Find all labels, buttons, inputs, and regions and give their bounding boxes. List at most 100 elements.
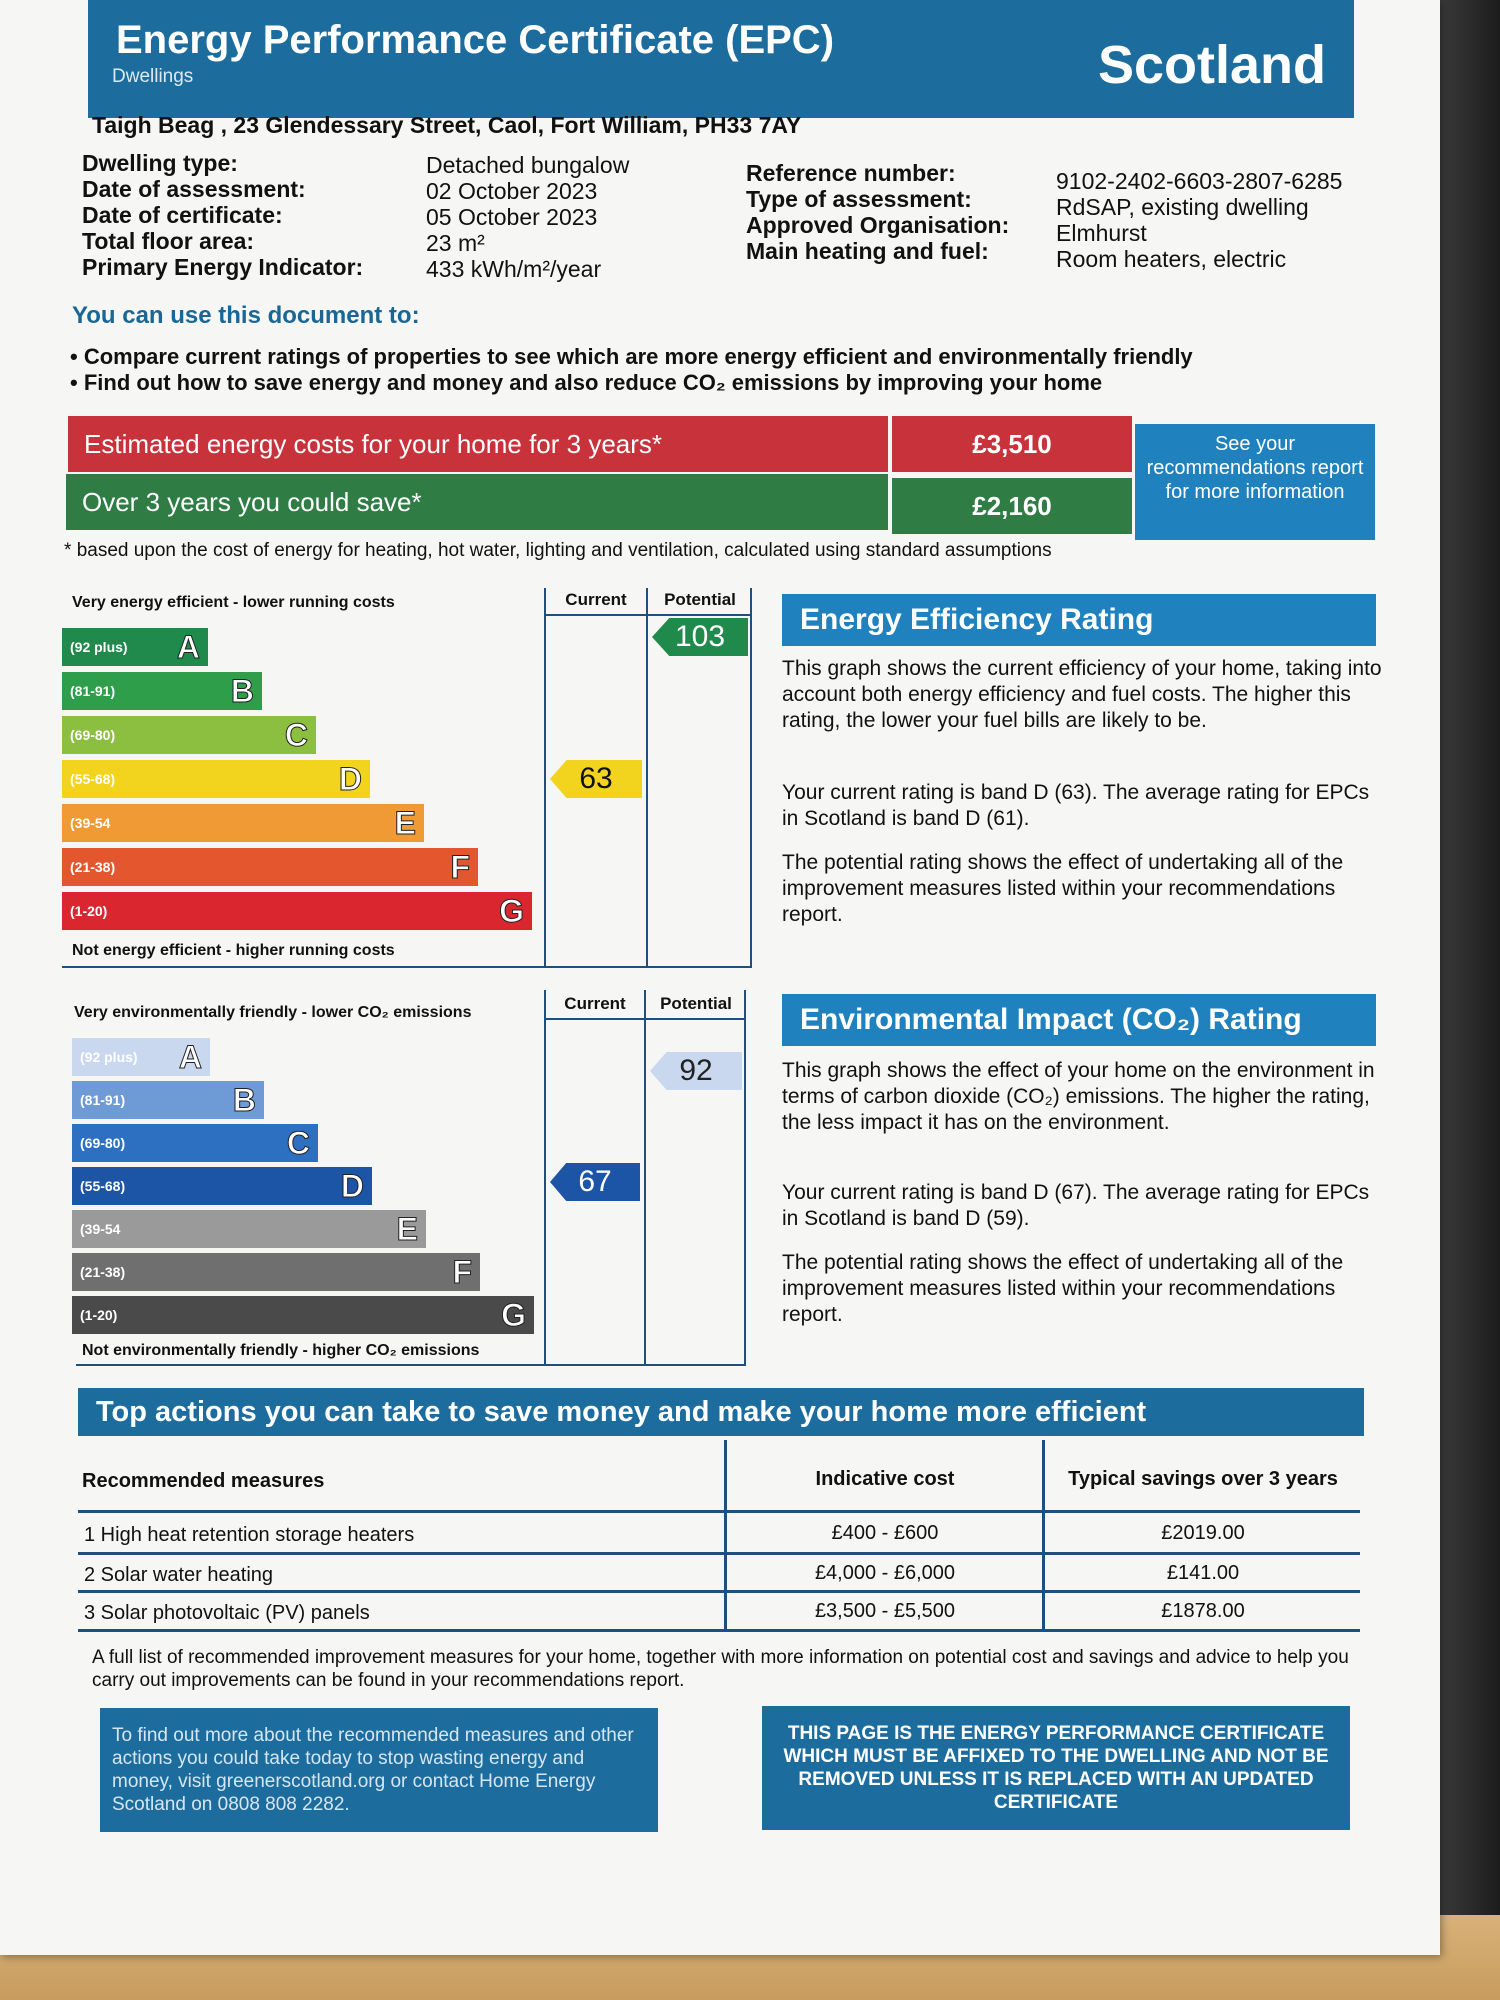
- band-letter: G: [501, 1296, 527, 1333]
- energy-col-current: Current: [565, 590, 627, 609]
- background-edge: [1440, 0, 1500, 1915]
- table-header: Recommended measures: [82, 1470, 325, 1492]
- cost-footnote: * based upon the cost of energy for heat…: [64, 540, 1052, 561]
- env-band-f: (21-38) F: [72, 1253, 480, 1291]
- detail-label: Primary Energy Indicator:: [82, 254, 364, 280]
- env-band-a: (92 plus) A: [72, 1038, 210, 1076]
- column-divider: [646, 588, 648, 966]
- top-actions-title: Top actions you can take to save money a…: [78, 1388, 1364, 1436]
- env-band-b: (81-91) B: [72, 1081, 264, 1119]
- energy-rating-p1: This graph shows the current efficiency …: [782, 657, 1382, 732]
- region-label: Scotland: [1097, 35, 1326, 95]
- energy-rating-columns: Current Potential 63 103: [544, 588, 752, 968]
- see-report-box: See your recommendations report for more…: [1135, 424, 1375, 540]
- detail-label: Main heating and fuel:: [746, 238, 989, 264]
- actions-note: A full list of recommended improvement m…: [92, 1647, 1349, 1691]
- table-rule: [78, 1629, 1360, 1632]
- band-range: (39-54: [70, 815, 111, 831]
- details-right-values: 9102-2402-6603-2807-6285 RdSAP, existing…: [1056, 168, 1342, 272]
- band-range: (81-91): [80, 1092, 126, 1108]
- details-left-values: Detached bungalow 02 October 2023 05 Oct…: [426, 152, 629, 282]
- table-header: Indicative cost: [815, 1468, 955, 1490]
- band-letter: B: [230, 672, 254, 709]
- detail-value: 05 October 2023: [426, 204, 598, 230]
- energy-potential-rating: 103: [652, 618, 748, 656]
- footnote-text: based upon the cost of energy for heatin…: [76, 540, 1052, 561]
- table-cell: £400 - £600: [831, 1522, 939, 1544]
- certificate-subtitle: Dwellings: [112, 66, 194, 87]
- energy-rating-title: Energy Efficiency Rating: [782, 594, 1376, 646]
- table-rule: [78, 1552, 1360, 1555]
- table-row: 2 Solar water heating: [84, 1564, 274, 1586]
- band-letter: F: [452, 1253, 473, 1290]
- band-range: (92 plus): [80, 1049, 138, 1065]
- env-rating-p2: Your current rating is band D (67). The …: [782, 1181, 1370, 1230]
- title-bar: Energy Performance Certificate (EPC) Dwe…: [88, 0, 1354, 118]
- band-letter: E: [394, 804, 416, 841]
- detail-label: Total floor area:: [82, 228, 255, 254]
- detail-value: Elmhurst: [1056, 220, 1147, 246]
- env-top-caption: Very environmentally friendly - lower CO…: [74, 1004, 472, 1021]
- band-letter: E: [396, 1210, 418, 1247]
- detail-label: Approved Organisation:: [746, 212, 1010, 238]
- estimated-cost-value: £3,510: [892, 416, 1132, 472]
- env-bands: (92 plus) A (81-91) B (69-80) C (55-68) D (39-54…: [72, 1038, 548, 1334]
- band-range: (55-68): [70, 771, 116, 787]
- savings-value: £2,160: [892, 478, 1132, 534]
- energy-baseline: [62, 966, 548, 968]
- property-address: Taigh Beag , 23 Glendessary Street, Caol…: [92, 112, 802, 138]
- energy-band-a: (92 plus) A: [62, 628, 208, 666]
- energy-band-c: (69-80) C: [62, 716, 316, 754]
- table-cell: £1878.00: [1161, 1600, 1245, 1622]
- actions-table: Recommended measures Indicative cost Typ…: [78, 1440, 1360, 1632]
- env-band-d: (55-68) D: [72, 1167, 372, 1205]
- table-rule: [78, 1590, 1360, 1593]
- detail-label: Date of certificate:: [82, 202, 283, 228]
- env-rating-columns: Current Potential 67 92: [544, 990, 746, 1366]
- env-bottom-caption: Not environmentally friendly - higher CO…: [82, 1342, 480, 1359]
- env-band-c: (69-80) C: [72, 1124, 318, 1162]
- env-potential-rating: 92: [650, 1052, 742, 1090]
- savings-label: Over 3 years you could save*: [66, 474, 888, 530]
- detail-label: Type of assessment:: [746, 186, 972, 212]
- detail-value: 9102-2402-6603-2807-6285: [1056, 168, 1343, 194]
- env-band-e: (39-54 E: [72, 1210, 426, 1248]
- column-divider: [644, 990, 646, 1364]
- band-range: (55-68): [80, 1178, 126, 1194]
- table-cell: £3,500 - £5,500: [814, 1600, 956, 1622]
- details-left: Dwelling type: Date of assessment: Date …: [82, 150, 363, 280]
- band-range: (69-80): [70, 727, 116, 743]
- detail-value: Room heaters, electric: [1056, 246, 1287, 272]
- band-letter: B: [232, 1081, 256, 1118]
- env-rating-p3: The potential rating shows the effect of…: [782, 1251, 1344, 1326]
- env-rating-p1: This graph shows the effect of your home…: [782, 1059, 1375, 1134]
- more-info-box: To find out more about the recommended m…: [100, 1708, 658, 1832]
- band-letter: A: [178, 1038, 202, 1075]
- band-range: (1-20): [80, 1307, 118, 1323]
- band-range: (81-91): [70, 683, 116, 699]
- detail-value: 23 m²: [426, 230, 485, 256]
- band-letter: D: [340, 1167, 364, 1204]
- band-range: (21-38): [70, 859, 116, 875]
- energy-band-g: (1-20) G: [62, 892, 532, 930]
- detail-label: Date of assessment:: [82, 176, 306, 202]
- env-rating-title: Environmental Impact (CO₂) Rating: [782, 994, 1376, 1046]
- use-document-title: You can use this document to:: [72, 302, 420, 329]
- env-current-value: 67: [578, 1165, 612, 1198]
- energy-rating-p3: The potential rating shows the effect of…: [782, 851, 1344, 926]
- band-letter: A: [176, 628, 200, 665]
- estimated-cost-label: Estimated energy costs for your home for…: [68, 416, 888, 472]
- detail-label: Reference number:: [746, 160, 956, 186]
- details-right: Reference number: Type of assessment: Ap…: [746, 160, 1009, 264]
- column-header-line: [546, 614, 752, 616]
- env-band-g: (1-20) G: [72, 1296, 534, 1334]
- table-cell: £4,000 - £6,000: [814, 1562, 956, 1584]
- env-col-current: Current: [564, 994, 626, 1013]
- table-row: 1 High heat retention storage heaters: [84, 1524, 415, 1546]
- band-letter: C: [286, 1124, 310, 1161]
- energy-rating-p2: Your current rating is band D (63). The …: [782, 781, 1370, 830]
- use-bullet-text: Find out how to save energy and money an…: [83, 370, 1103, 395]
- energy-col-potential: Potential: [664, 590, 736, 609]
- band-range: (39-54: [80, 1221, 121, 1237]
- band-letter: D: [338, 760, 362, 797]
